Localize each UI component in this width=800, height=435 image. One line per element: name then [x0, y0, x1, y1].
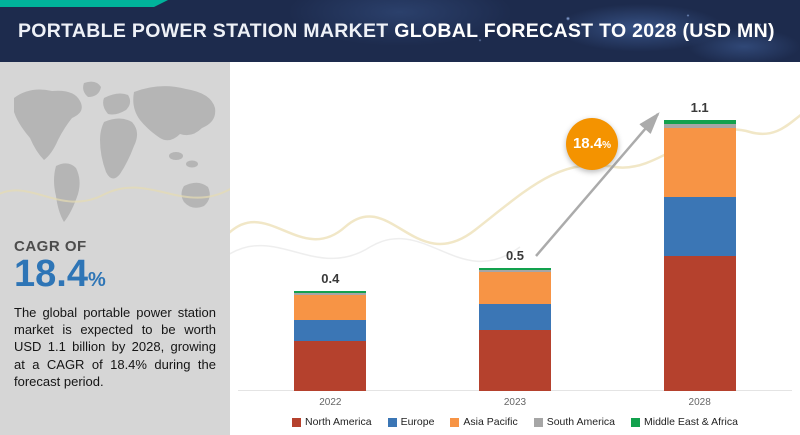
- bar-segment-south-america: [663, 124, 736, 128]
- bar-segment-europe: [478, 304, 551, 330]
- legend-swatch-europe: [387, 417, 397, 427]
- bar-total-label-2028: 1.1: [690, 100, 709, 115]
- page-title-forecast: GLOBAL FORECAST TO 2028 (USD MN): [394, 19, 775, 42]
- bar-group-2028: 1.1 2028: [663, 100, 736, 409]
- decorative-wave: [230, 113, 800, 245]
- x-axis-label-2028: 2028: [688, 397, 711, 408]
- cagr-value: 18.4%: [14, 253, 216, 295]
- bar-segment-middle-east-africa: [663, 120, 736, 124]
- bar-segment-north-america: [478, 330, 551, 391]
- bar-group-2023: 0.5 2023: [478, 248, 551, 409]
- bar-segment-europe: [294, 320, 367, 341]
- bar-segment-asia-pacific: [294, 295, 367, 320]
- x-axis-label-2023: 2023: [503, 397, 527, 408]
- bar-segment-north-america: [294, 341, 367, 391]
- bar-segment-south-america: [478, 270, 551, 272]
- chart-area: 0.4 2022 0.5 2023 1.1 2028 18.4% North Americ…: [230, 62, 800, 435]
- bar-segment-south-america: [294, 293, 367, 295]
- legend-item-middle-east-africa: Middle East & Africa: [631, 416, 738, 428]
- bar-segment-asia-pacific: [478, 272, 551, 304]
- cagr-percent-sign: %: [87, 269, 106, 291]
- legend-label-middle-east-africa: Middle East & Africa: [644, 416, 738, 428]
- bar-segment-asia-pacific: [663, 128, 736, 197]
- bar-stack-2023: [478, 268, 551, 391]
- bar-chart-plot: 0.4 2022 0.5 2023 1.1 2028 18.4%: [230, 62, 800, 409]
- bar-segment-middle-east-africa: [294, 291, 367, 293]
- legend-item-south-america: South America: [533, 416, 615, 428]
- bar-total-label-2022: 0.4: [321, 271, 340, 286]
- growth-badge-percent-sign: %: [602, 140, 612, 151]
- header: PORTABLE POWER STATION MARKET GLOBAL FOR…: [0, 0, 800, 62]
- legend-swatch-middle-east-africa: [631, 417, 640, 427]
- legend-item-asia-pacific: Asia Pacific: [450, 416, 518, 428]
- growth-arrow: [535, 112, 660, 257]
- cagr-number: 18.4: [14, 253, 88, 295]
- market-description: The global portable power station market…: [14, 304, 216, 390]
- decorative-wave-2: [230, 237, 521, 262]
- legend-item-north-america: North America: [292, 416, 372, 428]
- decorative-wave-and-arrow: [230, 112, 800, 262]
- cagr-label: CAGR OF: [14, 238, 87, 255]
- chart-legend: North America Europe Asia Pacific South Ame…: [230, 409, 800, 435]
- growth-badge: 18.4%: [566, 118, 618, 170]
- page-title: PORTABLE POWER STATION MARKET GLOBAL FOR…: [18, 20, 775, 43]
- legend-swatch-north-america: [292, 417, 302, 427]
- legend-label-europe: Europe: [400, 416, 435, 428]
- legend-label-south-america: South America: [546, 416, 615, 428]
- bars-container: 0.4 2022 0.5 2023 1.1 2028: [230, 100, 800, 409]
- sidebar: CAGR OF 18.4% The global portable power …: [0, 62, 230, 435]
- bar-stack-2022: [294, 291, 367, 391]
- growth-badge-value: 18.4: [572, 135, 603, 152]
- bar-total-label-2023: 0.5: [505, 248, 525, 263]
- legend-swatch-south-america: [533, 417, 543, 427]
- legend-item-europe: Europe: [387, 416, 435, 428]
- bar-group-2022: 0.4 2022: [294, 271, 367, 409]
- legend-swatch-asia-pacific: [450, 417, 460, 427]
- legend-label-north-america: North America: [305, 416, 372, 428]
- cagr-block: CAGR OF 18.4%: [0, 236, 230, 295]
- x-axis-label-2022: 2022: [319, 397, 342, 408]
- bar-stack-2028: [663, 120, 736, 391]
- content: CAGR OF 18.4% The global portable power …: [0, 62, 800, 435]
- page-title-market: PORTABLE POWER STATION MARKET: [18, 19, 389, 42]
- legend-label-asia-pacific: Asia Pacific: [463, 416, 518, 428]
- bar-segment-north-america: [663, 256, 736, 391]
- header-accent-bar: [0, 0, 168, 7]
- world-map: [0, 81, 230, 222]
- bar-segment-middle-east-africa: [478, 268, 551, 270]
- bar-segment-europe: [663, 197, 736, 256]
